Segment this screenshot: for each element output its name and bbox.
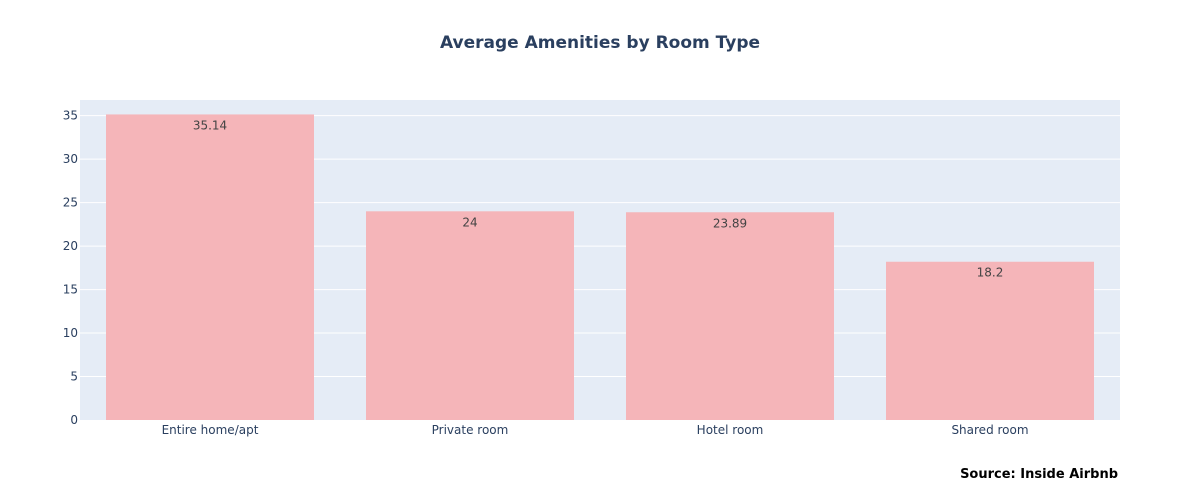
source-annotation: Source: Inside Airbnb <box>960 467 1118 482</box>
y-tick-label: 5 <box>70 370 78 384</box>
y-tick-label: 10 <box>63 326 78 340</box>
y-axis-ticks: 0 5 10 15 20 25 30 35 <box>63 109 78 427</box>
x-tick-label: Shared room <box>951 423 1028 437</box>
x-tick-label: Entire home/apt <box>162 423 259 437</box>
chart-title: Average Amenities by Room Type <box>439 33 761 53</box>
bar[interactable] <box>366 211 574 420</box>
y-tick-label: 25 <box>63 196 78 210</box>
data-labels: 35.14 24 23.89 18.2 <box>193 118 1004 279</box>
x-axis-ticks: Entire home/apt Private room Hotel room Sha… <box>162 423 1029 437</box>
x-tick-label: Hotel room <box>697 423 764 437</box>
bar[interactable] <box>626 212 834 420</box>
y-tick-label: 35 <box>63 109 78 123</box>
x-tick-label: Private room <box>432 423 509 437</box>
bar[interactable] <box>886 261 1094 420</box>
y-tick-label: 30 <box>63 152 78 166</box>
bar-value-label: 24 <box>462 215 477 229</box>
bar-value-label: 35.14 <box>193 118 227 132</box>
bars <box>106 114 1094 420</box>
y-tick-label: 15 <box>63 283 78 297</box>
bar-value-label: 23.89 <box>713 216 747 230</box>
bar[interactable] <box>106 114 314 420</box>
bar-value-label: 18.2 <box>977 266 1004 280</box>
y-tick-label: 20 <box>63 239 78 253</box>
y-tick-label: 0 <box>70 413 78 427</box>
